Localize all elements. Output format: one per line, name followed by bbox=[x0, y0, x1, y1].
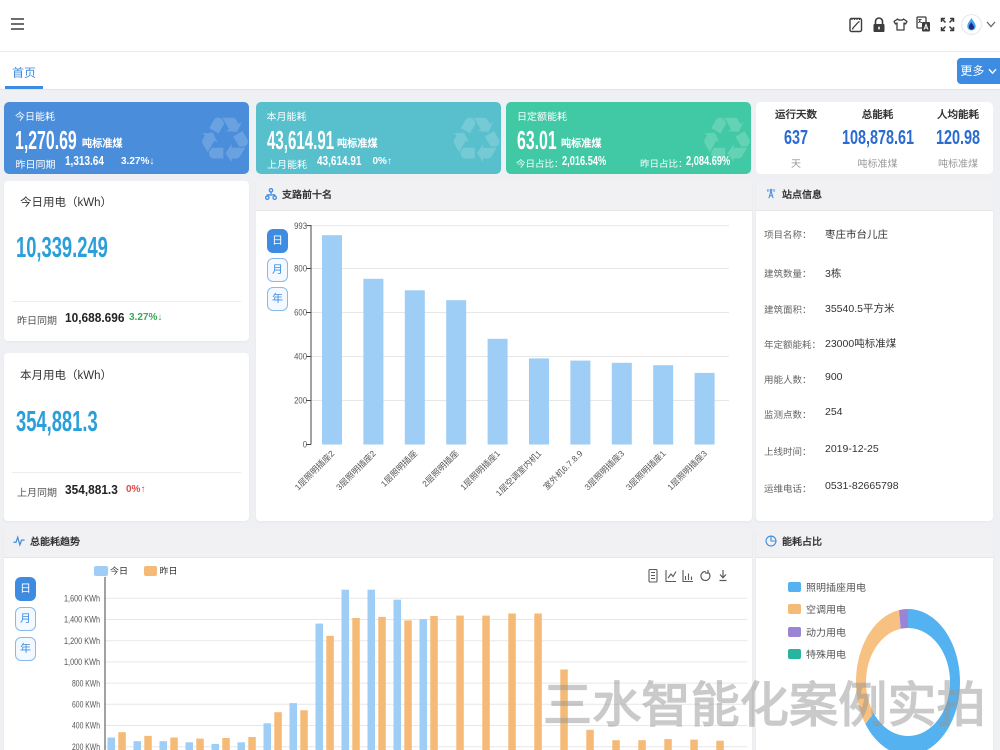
svg-text:1层照明插座: 1层照明插座 bbox=[379, 448, 420, 489]
svg-text:400 KWh: 400 KWh bbox=[72, 721, 100, 732]
svg-text:800 KWh: 800 KWh bbox=[72, 678, 100, 689]
svg-text:1,400 KWh: 1,400 KWh bbox=[64, 615, 100, 626]
svg-text:800: 800 bbox=[294, 264, 307, 275]
svg-text:1层照明插座1: 1层照明插座1 bbox=[458, 448, 502, 492]
svg-text:0: 0 bbox=[303, 440, 307, 451]
svg-text:1,200 KWh: 1,200 KWh bbox=[64, 636, 100, 647]
svg-text:600: 600 bbox=[294, 308, 307, 319]
svg-text:室外机6.7.8.9: 室外机6.7.8.9 bbox=[541, 448, 585, 492]
svg-text:1层照明插座2: 1层照明插座2 bbox=[293, 448, 337, 492]
svg-text:400: 400 bbox=[294, 352, 307, 363]
svg-text:1,600 KWh: 1,600 KWh bbox=[64, 594, 100, 605]
svg-text:3层照明插座2: 3层照明插座2 bbox=[334, 448, 378, 492]
svg-text:3层照明插座1: 3层照明插座1 bbox=[624, 448, 668, 492]
svg-text:993: 993 bbox=[294, 221, 307, 232]
svg-text:1,000 KWh: 1,000 KWh bbox=[64, 657, 100, 668]
svg-text:3层照明插座3: 3层照明插座3 bbox=[582, 448, 626, 492]
svg-text:2层照明插座: 2层照明插座 bbox=[420, 448, 461, 489]
svg-text:200: 200 bbox=[294, 396, 307, 407]
svg-text:600 KWh: 600 KWh bbox=[72, 700, 100, 711]
svg-text:1层照明插座3: 1层照明插座3 bbox=[665, 448, 709, 492]
svg-text:200 KWh: 200 KWh bbox=[72, 742, 100, 750]
